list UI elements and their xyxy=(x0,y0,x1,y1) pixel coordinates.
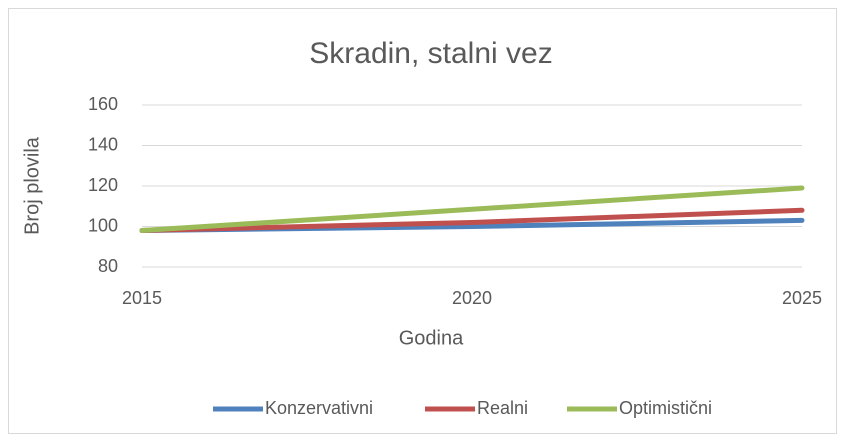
x-tick-label: 2020 xyxy=(452,288,492,308)
series-line xyxy=(139,207,805,234)
x-axis-label: Godina xyxy=(399,327,464,349)
legend-label: Optimistični xyxy=(619,398,712,418)
y-axis-label: Broj plovila xyxy=(21,136,43,235)
x-tick-label: 2025 xyxy=(782,288,822,308)
y-tick-label: 80 xyxy=(98,256,118,276)
y-tick-label: 140 xyxy=(88,134,118,154)
series-line xyxy=(139,185,805,234)
y-tick-label: 100 xyxy=(88,215,118,235)
chart-title: Skradin, stalni vez xyxy=(309,37,552,70)
y-tick-label: 120 xyxy=(88,175,118,195)
y-tick-label: 160 xyxy=(88,94,118,114)
legend-label: Realni xyxy=(477,398,528,418)
x-tick-label: 2015 xyxy=(122,288,162,308)
legend-label: Konzervativni xyxy=(265,398,373,418)
